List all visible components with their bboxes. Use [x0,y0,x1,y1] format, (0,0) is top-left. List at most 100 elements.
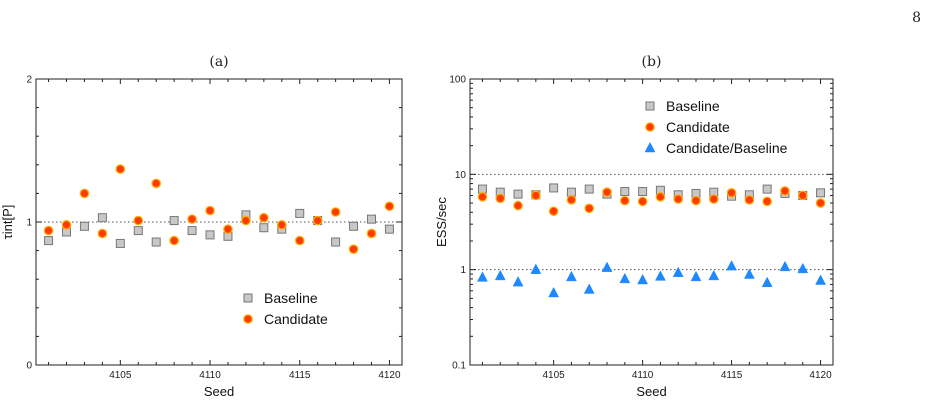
data-point [815,274,826,285]
data-point [44,236,54,246]
data-point [477,271,488,282]
data-point [295,208,305,218]
y-tick-label: 1 [460,265,466,276]
data-point [259,223,269,233]
data-point [133,215,144,226]
data-point [638,187,648,197]
data-point [637,196,648,207]
data-point [495,193,506,204]
data-point [115,164,126,174]
data-point [566,195,577,205]
data-point [654,270,666,281]
data-point [151,178,162,189]
data-point [743,268,755,279]
data-point [169,216,179,226]
data-point [331,237,341,247]
series-candidate [43,164,395,254]
legend-marker [644,141,656,153]
data-point [566,187,576,197]
legend-marker [645,122,655,132]
data-point [223,224,233,234]
data-point [384,201,395,212]
data-point [43,225,54,236]
series-baseline [44,208,394,248]
y-axis-label: τint[P] [0,205,15,240]
x-tick-label: 4110 [199,370,221,381]
y-tick-label: 10 [455,170,467,181]
data-point [477,184,487,194]
data-point [672,266,684,277]
data-point [367,214,376,224]
legend-marker [243,293,253,303]
data-point [115,238,125,248]
chart-panel-2: (b) 4105 4110 4115 4120 0.1 1 10 100 Seed ESS/sec B… [434,54,834,399]
legend-entry: Candidate [666,119,730,135]
data-point [97,213,107,223]
data-point [348,244,359,254]
data-point [548,206,559,217]
data-point [815,198,826,208]
data-point [366,228,377,239]
page-number: 8 [912,10,921,26]
y-tick-label: 0 [26,361,32,372]
chart-panel-1: (a) 4105 4110 4115 4120 0 1 2 Seed τint[P] Baselin… [0,54,403,399]
data-point [601,261,613,272]
legend-marker [243,314,253,324]
legend-marker [645,101,655,111]
y-tick-label: 0.1 [452,361,466,372]
data-point [513,189,523,199]
data-point [708,269,720,281]
plot-frame [469,78,834,366]
data-point [530,263,542,274]
data-point [816,188,826,198]
data-point [294,235,305,246]
data-point [726,188,737,198]
x-axis-label: Seed [204,384,234,399]
legend-entry: Candidate [264,311,328,327]
series-candidate-baseline [477,260,826,298]
data-point [620,195,630,206]
data-point [259,212,269,223]
y-tick-label: 100 [449,75,466,86]
x-tick-label: 4105 [109,370,132,381]
data-point [187,226,197,236]
data-point [619,272,631,284]
data-point [637,273,649,285]
chart-title: (b) [642,54,662,70]
data-point [744,195,755,205]
data-point [276,220,287,230]
plot-frame [35,78,403,366]
data-point [477,192,488,202]
data-point [187,214,197,224]
data-point [513,200,523,211]
legend-entry: Candidate/Baseline [666,140,788,156]
data-point [205,205,215,216]
data-point [708,194,719,204]
chart-title: (a) [209,54,228,70]
data-point [494,269,506,281]
y-axis-label: ESS/sec [434,197,449,247]
data-point [169,235,179,246]
data-point [512,276,524,287]
data-point [584,184,594,194]
data-point [79,221,89,231]
y-tick-label: 2 [26,75,32,86]
data-point [241,215,251,226]
data-point [762,196,772,207]
y-tick-label: 1 [26,218,32,229]
data-point [312,215,323,226]
x-tick-label: 4120 [809,370,832,381]
data-point [566,270,577,282]
series-baseline [477,183,826,201]
data-point [205,230,215,240]
x-tick-label: 4120 [378,370,401,381]
data-point [133,226,143,236]
x-tick-label: 4105 [543,370,566,381]
data-point [780,186,790,196]
data-point [673,194,683,204]
data-point [726,260,737,271]
x-tick-label: 4110 [632,370,654,381]
data-point [349,221,359,231]
data-point [761,276,773,287]
